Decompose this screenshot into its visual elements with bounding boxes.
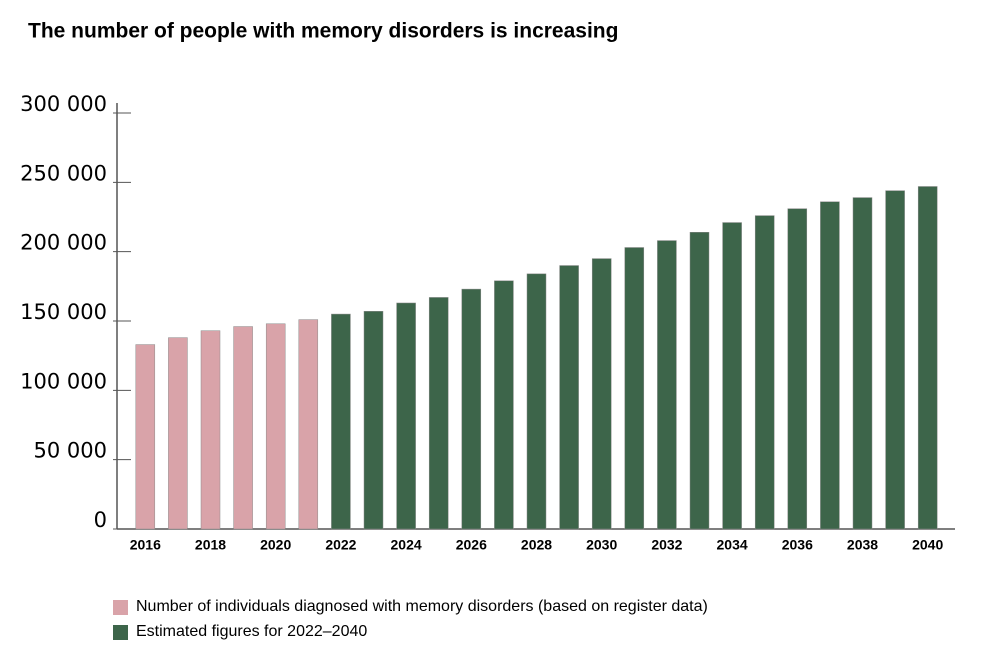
bar — [494, 280, 514, 530]
x-tick-label: 2018 — [195, 537, 226, 553]
y-tick-label: 100 000 — [20, 369, 107, 393]
bar — [526, 273, 547, 530]
bar — [200, 330, 221, 530]
x-tick-label: 2036 — [782, 537, 813, 553]
chart-title: The number of people with memory disorde… — [28, 20, 618, 43]
bar — [657, 240, 677, 530]
x-tick-label: 2030 — [586, 537, 617, 553]
bar — [428, 297, 449, 530]
bar — [298, 319, 319, 530]
x-tick-label: 2016 — [130, 537, 161, 553]
x-tick-label: 2020 — [260, 537, 291, 553]
bar — [265, 323, 286, 530]
legend-swatch — [113, 600, 128, 615]
x-tick-label: 2040 — [912, 537, 943, 553]
bar — [363, 311, 384, 530]
y-tick-label: 150 000 — [20, 300, 107, 324]
bar — [754, 215, 775, 530]
x-tick-label: 2028 — [521, 537, 552, 553]
bar — [233, 326, 253, 530]
y-tick-label: 200 000 — [20, 231, 107, 255]
x-tick-label: 2038 — [847, 537, 878, 553]
bar — [852, 197, 873, 530]
bar — [135, 344, 156, 530]
x-tick-label: 2026 — [456, 537, 487, 553]
bar — [689, 232, 710, 530]
x-tick-label: 2034 — [717, 537, 748, 553]
bar — [722, 222, 742, 530]
bar — [787, 208, 808, 530]
legend-label: Number of individuals diagnosed with mem… — [136, 598, 708, 615]
x-tick-label: 2032 — [651, 537, 682, 553]
bar — [624, 247, 645, 530]
bar — [461, 288, 482, 530]
bar — [885, 190, 905, 530]
bar — [396, 302, 416, 530]
y-tick-label: 300 000 — [20, 92, 107, 116]
bar — [917, 186, 938, 530]
bar — [559, 265, 579, 530]
y-tick-label: 0 — [94, 508, 107, 532]
legend-swatch — [113, 625, 128, 640]
bar — [820, 201, 840, 530]
bar — [168, 337, 188, 530]
y-tick-label: 250 000 — [20, 161, 107, 185]
bar — [331, 313, 351, 530]
x-tick-label: 2024 — [391, 537, 422, 553]
legend-label: Estimated figures for 2022–2040 — [136, 623, 367, 640]
bar — [591, 258, 612, 530]
x-tick-label: 2022 — [325, 537, 356, 553]
y-tick-label: 50 000 — [34, 439, 107, 463]
